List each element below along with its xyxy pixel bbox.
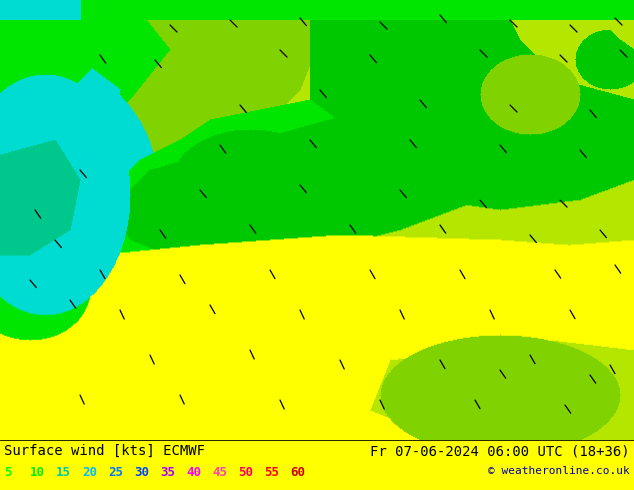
Text: 40: 40 [186,466,201,479]
Text: 35: 35 [160,466,175,479]
Text: Fr 07-06-2024 06:00 UTC (18+36): Fr 07-06-2024 06:00 UTC (18+36) [370,444,630,458]
Text: 30: 30 [134,466,149,479]
Text: 55: 55 [264,466,279,479]
Text: 45: 45 [212,466,227,479]
Text: 20: 20 [82,466,97,479]
Text: © weatheronline.co.uk: © weatheronline.co.uk [488,466,630,476]
Bar [0,440,634,490]
Text: Surface wind [kts] ECMWF: Surface wind [kts] ECMWF [4,444,205,458]
Text: 25: 25 [108,466,123,479]
Text: 50: 50 [238,466,253,479]
Text: 60: 60 [290,466,305,479]
Text: 5: 5 [4,466,11,479]
Text: 15: 15 [56,466,71,479]
Text: 10: 10 [30,466,45,479]
